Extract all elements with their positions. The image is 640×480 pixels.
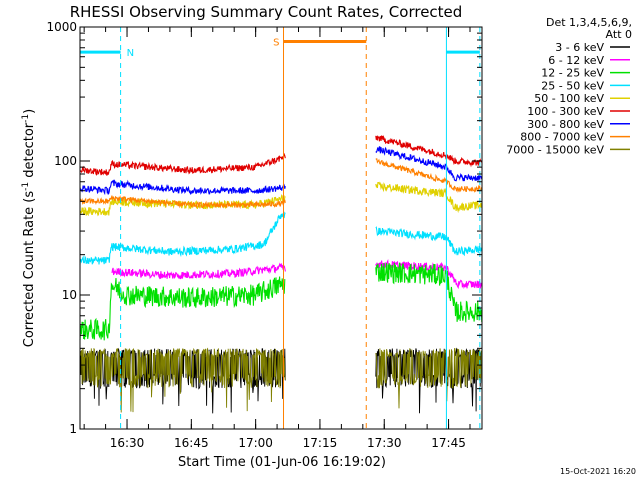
chart-title: RHESSI Observing Summary Count Rates, Co… [70,3,463,21]
legend-label-25-50-kev: 25 - 50 keV [541,79,604,92]
legend-label-300-800-kev: 300 - 800 keV [527,118,604,131]
y-tick-label: 1 [69,422,77,436]
plot-frame [79,26,483,430]
legend-label-100-300-kev: 100 - 300 keV [527,105,604,118]
y-axis-label: Corrected Count Rate (s-1 detector-1) [21,109,37,347]
x-axis: 16:30 16:45 17:00 17:15 17:30 17:45 [83,27,471,450]
y-tick-label: 1000 [46,20,77,34]
x-tick-label: 17:45 [431,436,466,450]
flag-label-s: S [273,37,279,48]
y-tick-label: 10 [62,288,77,302]
series-line-25-50-kev [79,211,483,265]
legend-label-3-6-kev: 3 - 6 keV [555,41,604,54]
legend-label-7000-15000-kev: 7000 - 15000 keV [506,143,604,156]
x-axis-label: Start Time (01-Jun-06 16:19:02) [178,455,386,470]
series-line-6-12-kev [111,259,483,290]
x-tick-label: 16:45 [174,436,209,450]
y-axis: 1 10 100 1000 [46,20,482,436]
legend-header-line-2: Att 0 [606,28,632,41]
flag-label-n: N [127,48,134,59]
y-tick-label: 100 [54,154,77,168]
legend-header-line-1: Det 1,3,4,5,6,9, [546,16,632,29]
x-tick-label: 17:15 [303,436,338,450]
x-tick-label: 17:30 [367,436,402,450]
series-line-100-300-kev [79,134,483,176]
series-line-300-800-kev [79,146,483,196]
footer-timestamp: 15-Oct-2021 16:20 [560,467,636,476]
x-tick-label: 17:00 [238,436,273,450]
series-line-7000-15000-kev [79,347,483,413]
series-line-12-25-kev [79,262,483,341]
legend-label-50-100-kev: 50 - 100 keV [534,92,604,105]
legend-label-12-25-kev: 12 - 25 keV [541,67,604,80]
legend-label-6-12-kev: 6 - 12 keV [548,54,604,67]
plot-area: NS [79,27,483,429]
legend-label-800-7000-kev: 800 - 7000 keV [520,131,604,144]
series-line-800-7000-kev [79,158,483,210]
x-tick-label: 16:30 [110,436,145,450]
